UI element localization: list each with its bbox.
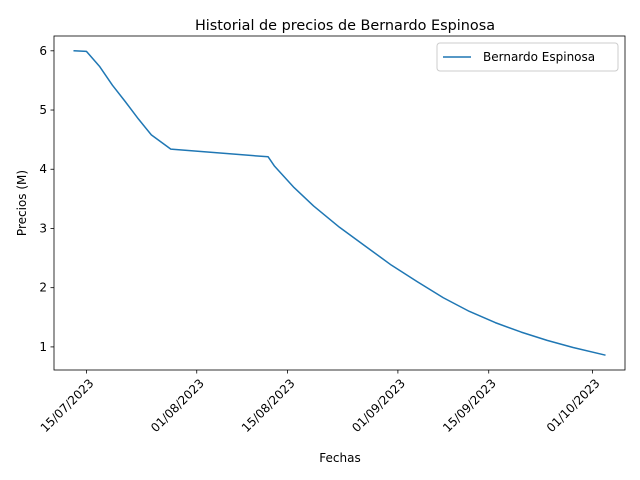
y-tick-label: 4	[39, 162, 47, 176]
legend-box	[436, 42, 619, 72]
y-tick-label: 5	[39, 103, 47, 117]
legend-label-bernardo-espinosa: Bernardo Espinosa	[483, 50, 595, 64]
x-axis-label: Fechas	[319, 451, 360, 465]
y-tick-label: 6	[39, 44, 47, 58]
y-tick-label: 1	[39, 340, 47, 354]
y-axis-ticks: 1 2 3 4 5 6	[39, 44, 54, 354]
chart-title: Historial de precios de Bernardo Espinos…	[195, 18, 495, 34]
series-layer	[73, 50, 606, 356]
legend: Bernardo Espinosa	[436, 42, 619, 72]
y-tick-label: 2	[39, 281, 47, 295]
y-axis-label: Precios (M)	[15, 170, 29, 236]
series-line-0	[73, 50, 606, 356]
y-tick-label: 3	[39, 221, 47, 235]
plot-area-frame	[53, 35, 626, 371]
